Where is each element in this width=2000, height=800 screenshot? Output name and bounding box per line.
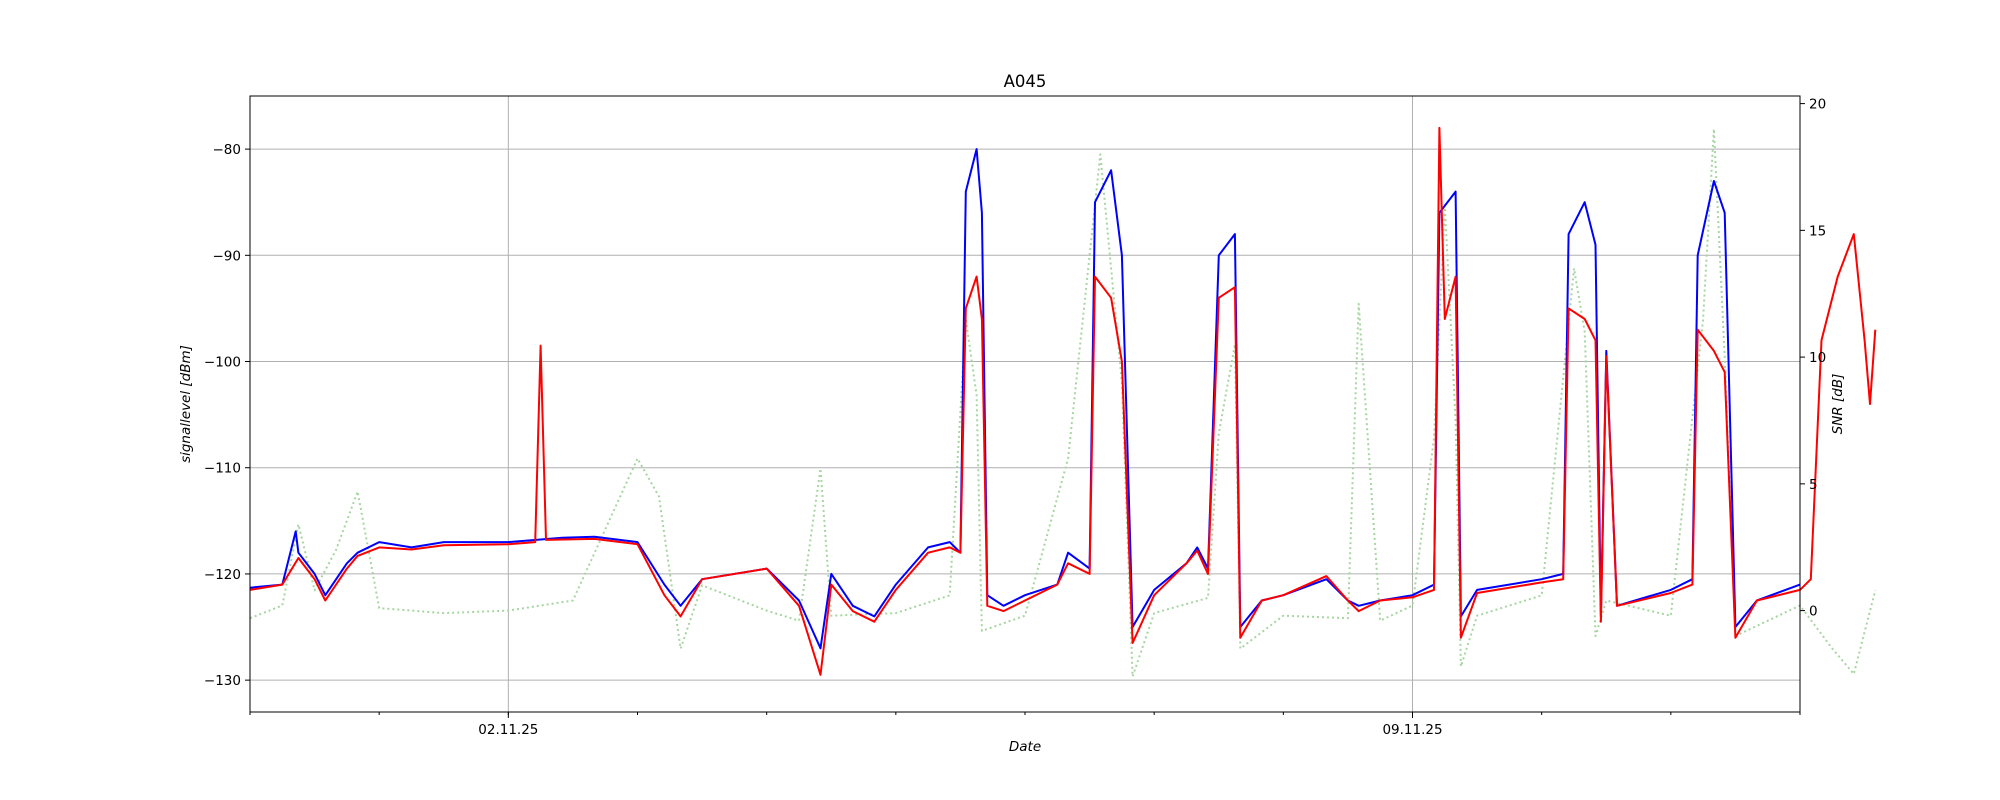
y-right-tick-label-4: 20: [1809, 97, 1826, 113]
grid-lines: [250, 96, 1800, 712]
y-axis-left-label: signallevel [dBm]: [178, 345, 194, 463]
y-right-tick-label-3: 15: [1809, 223, 1826, 239]
y-left-tick-label-0: −80: [213, 142, 242, 158]
y-right-tick-label-1: 5: [1809, 477, 1818, 493]
y-axis-right-label: SNR [dB]: [1830, 374, 1846, 435]
y-right-tick-label-0: 0: [1809, 604, 1818, 620]
series-line-2: [249, 128, 1877, 678]
x-tick-label-0: 02.11.25: [478, 722, 538, 738]
tick-marks: [245, 103, 1805, 718]
chart-title: A045: [1004, 72, 1047, 91]
y-right-tick-label-2: 10: [1809, 350, 1826, 366]
series-line-1: [249, 126, 1877, 676]
x-tick-label-1: 09.11.25: [1382, 722, 1442, 738]
y-left-tick-label-3: −110: [204, 461, 241, 477]
y-left-tick-label-5: −130: [204, 673, 241, 689]
tick-labels: −80 −90 −100 −110 −120 −130 0 5 10 15 20 02.11.25 09…: [204, 97, 1826, 738]
series-lines: [249, 126, 1877, 678]
y-left-tick-label-1: −90: [213, 248, 242, 264]
y-left-tick-label-2: −100: [204, 355, 241, 371]
x-axis-label: Date: [1009, 739, 1041, 755]
series-line-0: [249, 148, 1801, 650]
y-left-tick-label-4: −120: [204, 567, 241, 583]
